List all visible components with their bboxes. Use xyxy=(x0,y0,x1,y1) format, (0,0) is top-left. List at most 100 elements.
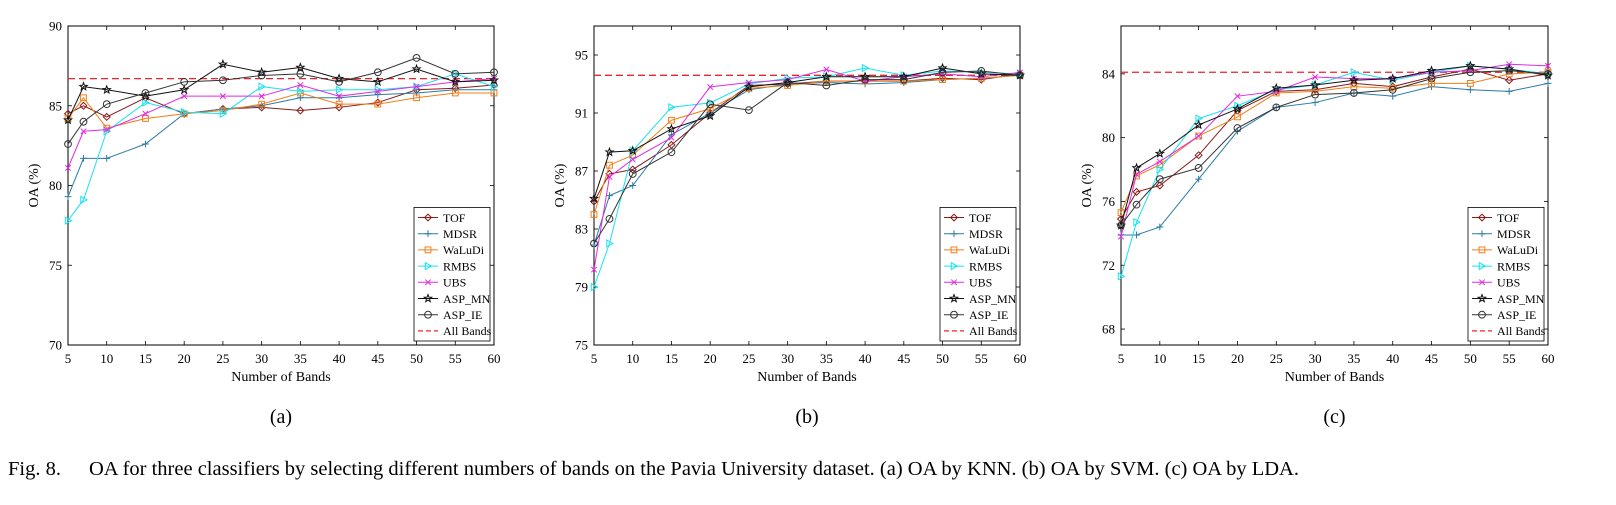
legend-swatch-marker xyxy=(950,230,958,238)
data-point xyxy=(1194,164,1203,172)
data-point xyxy=(258,82,267,91)
x-tick-label: 55 xyxy=(449,351,462,366)
data-point xyxy=(938,68,947,77)
data-point xyxy=(1350,89,1358,97)
legend-item-tof: TOF xyxy=(1472,211,1520,225)
series-line xyxy=(593,67,1021,199)
plot-area xyxy=(1120,25,1549,346)
legend-item-asp-mn: ASP_MN xyxy=(418,292,491,306)
data-point xyxy=(374,100,382,108)
legend: TOF MDSR WaLuDi RMBS UBS ASP_MN ASP_IE All Band… xyxy=(413,206,492,342)
x-tick-label: 20 xyxy=(1231,351,1244,366)
x-tick-label: 30 xyxy=(1309,351,1322,366)
x-tick-label: 25 xyxy=(742,351,755,366)
legend-item-asp-ie: ASP_IE xyxy=(1472,308,1536,322)
data-point xyxy=(1350,83,1358,90)
data-point xyxy=(706,105,714,113)
series-waludi xyxy=(64,89,498,132)
data-point xyxy=(490,68,498,77)
data-point xyxy=(1272,103,1281,112)
data-point xyxy=(604,146,615,157)
x-tick-label: 5 xyxy=(591,351,598,366)
legend-item-waludi: WaLuDi xyxy=(1472,243,1539,257)
legend-swatch-marker xyxy=(424,230,432,238)
data-point xyxy=(1233,124,1242,132)
y-tick-label: 80 xyxy=(49,178,62,193)
data-point xyxy=(937,62,948,73)
data-point xyxy=(783,78,792,87)
x-tick-label: 15 xyxy=(139,351,152,366)
legend-swatch-marker xyxy=(949,213,959,222)
data-point xyxy=(451,70,460,78)
data-point xyxy=(1544,70,1552,78)
x-tick-label: 35 xyxy=(294,351,307,366)
data-point xyxy=(1466,68,1475,77)
legend-label: RMBS xyxy=(443,259,476,273)
legend-label: UBS xyxy=(969,276,992,290)
series-line xyxy=(67,57,495,145)
legend-swatch-marker xyxy=(424,310,432,319)
y-tick-label: 80 xyxy=(1102,130,1115,145)
data-point xyxy=(606,192,613,200)
x-tick-label: 50 xyxy=(410,351,423,366)
legend-label: TOF xyxy=(969,211,992,225)
data-point xyxy=(488,74,500,85)
legend-label: All Bands xyxy=(969,324,1018,338)
x-tick-label: 10 xyxy=(100,351,113,366)
legend-label: WaLuDi xyxy=(443,243,485,257)
data-point xyxy=(1544,62,1552,69)
legend-swatch-marker xyxy=(950,261,959,271)
panel-label: (a) xyxy=(270,406,292,428)
data-point xyxy=(374,91,382,98)
data-point xyxy=(859,71,871,82)
data-point xyxy=(1016,71,1024,80)
legend-swatch-marker xyxy=(1478,230,1486,238)
data-point xyxy=(1133,231,1140,239)
x-axis-label: Number of Bands xyxy=(1285,370,1385,385)
data-point xyxy=(413,94,420,102)
data-point xyxy=(1133,217,1141,227)
legend-swatch-marker xyxy=(1478,261,1487,271)
x-tick-label: 60 xyxy=(1014,351,1027,366)
legend-item-tof: TOF xyxy=(944,211,992,225)
y-tick-label: 84 xyxy=(1102,66,1116,81)
data-point xyxy=(180,78,189,86)
legend-item-asp-ie: ASP_IE xyxy=(418,308,482,322)
data-point xyxy=(1312,73,1319,81)
data-point xyxy=(179,84,190,95)
data-point xyxy=(258,93,265,100)
legend-label: MDSR xyxy=(969,227,1003,241)
data-point xyxy=(80,154,87,162)
y-tick-label: 91 xyxy=(575,106,588,121)
data-point xyxy=(413,83,420,90)
data-point xyxy=(1544,80,1552,87)
chart-panel-2: 5 10 15 20 25 30 35 40 45 50 55 60 75 79 83 87 91 95 Numbe… xyxy=(553,25,1027,428)
legend-label: MDSR xyxy=(1497,227,1531,241)
legend-item-rmbs: RMBS xyxy=(418,259,476,273)
data-point xyxy=(490,82,499,91)
data-point xyxy=(823,66,830,73)
x-tick-label: 10 xyxy=(626,351,639,366)
data-point xyxy=(707,83,714,90)
y-axis-label: OA (%) xyxy=(553,163,568,207)
legend-swatch-marker xyxy=(1477,213,1487,222)
x-tick-label: 25 xyxy=(216,351,229,366)
data-point xyxy=(64,216,73,225)
data-point xyxy=(219,109,228,118)
data-point xyxy=(1387,73,1398,83)
legend-swatch-marker xyxy=(422,293,434,303)
data-point xyxy=(1234,93,1241,100)
data-point xyxy=(606,173,613,180)
y-tick-label: 90 xyxy=(49,19,62,34)
data-point xyxy=(1505,87,1513,95)
x-tick-label: 40 xyxy=(1386,351,1399,366)
legend-box xyxy=(413,206,491,342)
data-point xyxy=(141,89,150,97)
x-tick-label: 55 xyxy=(975,351,988,366)
data-point xyxy=(1156,158,1163,165)
y-tick-label: 83 xyxy=(575,222,588,237)
x-tick-label: 45 xyxy=(371,351,384,366)
data-point xyxy=(1234,101,1242,110)
data-point xyxy=(1195,132,1202,140)
data-point xyxy=(490,89,498,97)
